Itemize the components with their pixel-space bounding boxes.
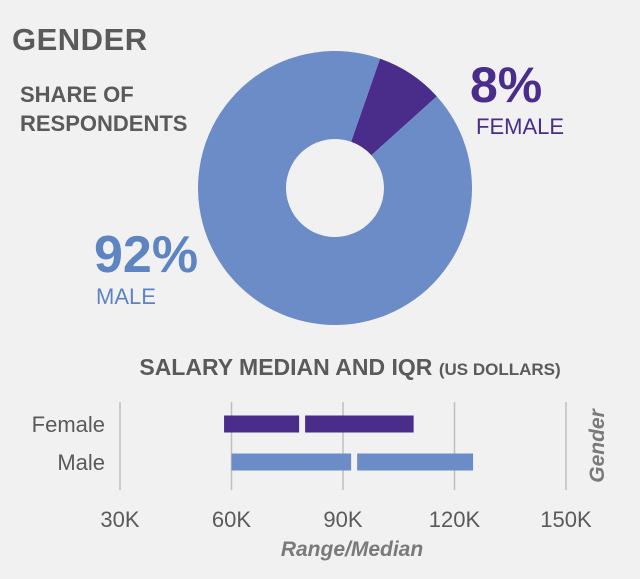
salary-title-unit: (US DOLLARS) xyxy=(438,360,561,379)
iqr-lower-bar-female xyxy=(224,415,300,433)
chart-subtitle: SHARE OF RESPONDENTS xyxy=(20,80,187,138)
iqr-lower-bar-male xyxy=(231,453,352,471)
male-percent-label: 92% xyxy=(94,226,199,284)
x-tick-label: 90K xyxy=(323,507,362,532)
iqr-upper-bar-female xyxy=(305,415,414,433)
donut-slice-male xyxy=(198,50,473,325)
x-tick-label: 120K xyxy=(429,507,481,532)
subtitle-line-2: RESPONDENTS xyxy=(20,111,188,136)
male-slice-name: MALE xyxy=(96,284,156,309)
x-tick-label: 150K xyxy=(540,507,592,532)
female-percent-label: 8% xyxy=(470,57,543,113)
donut-slice-female xyxy=(351,58,437,156)
y-category-label-female: Female xyxy=(32,412,105,437)
iqr-upper-bar-male xyxy=(357,453,474,471)
x-axis-label: Range/Median xyxy=(281,538,423,561)
subtitle-line-1: SHARE OF xyxy=(20,82,134,107)
female-slice-name: FEMALE xyxy=(476,114,565,139)
y-axis-label: Gender xyxy=(586,407,609,482)
y-category-label-male: Male xyxy=(57,450,105,475)
x-tick-label: 60K xyxy=(212,507,251,532)
chart-title: GENDER xyxy=(12,22,148,57)
salary-title-text: SALARY MEDIAN AND IQR xyxy=(139,354,433,380)
salary-chart-title: SALARY MEDIAN AND IQR (US DOLLARS) xyxy=(0,354,640,381)
x-tick-label: 30K xyxy=(100,507,139,532)
